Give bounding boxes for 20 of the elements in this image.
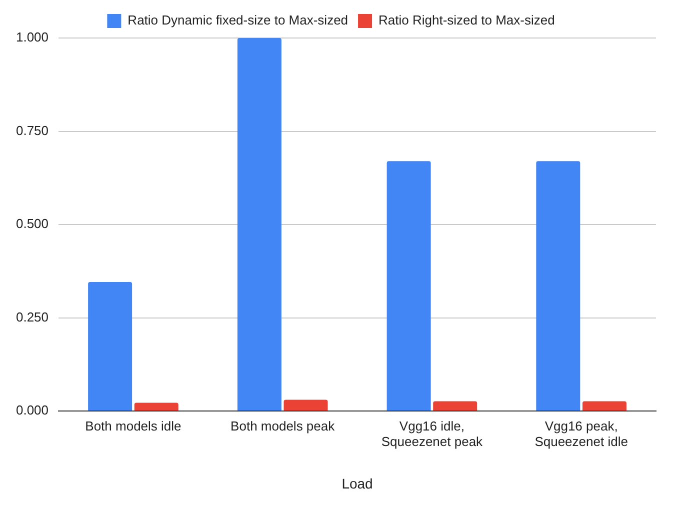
y-tick-label: 0.750 [16, 122, 49, 138]
x-tick-label: Both models peak [230, 418, 336, 434]
x-axis-title: Load [342, 475, 373, 492]
bar [386, 161, 431, 410]
y-tick-label: 0.000 [16, 402, 49, 418]
bar [536, 161, 580, 410]
bar [433, 401, 478, 410]
bar [284, 400, 328, 410]
y-tick-label: 0.500 [16, 216, 49, 232]
legend-label: Ratio Right-sized to Max-sized [378, 12, 555, 28]
bar [88, 282, 132, 410]
bar [134, 402, 178, 410]
x-tick-label: Both models idle [85, 418, 182, 434]
y-tick-label: 0.250 [16, 309, 49, 324]
bar [237, 38, 282, 410]
legend-label: Ratio Dynamic fixed-size to Max-sized [128, 12, 348, 28]
y-tick-label: 1.000 [16, 30, 49, 45]
bar [582, 401, 626, 410]
x-tick-label: Vgg16 peak, Squeezenet idle [534, 418, 628, 449]
x-tick-label: Vgg16 idle, Squeezenet peak [381, 418, 484, 449]
